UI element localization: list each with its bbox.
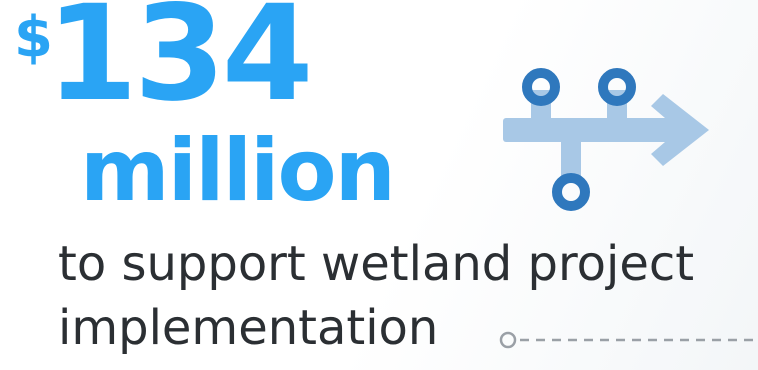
dashed-connector xyxy=(492,326,758,356)
headline-amount: 134 xyxy=(46,0,314,131)
node-ring-right xyxy=(598,68,636,106)
connector-circle-icon xyxy=(499,331,517,349)
node-ring-left xyxy=(522,68,560,106)
node-ring-bottom xyxy=(552,173,590,211)
headline-stat: $ 134 million xyxy=(8,0,428,230)
description-line-1: to support wetland project xyxy=(58,236,695,292)
description-line-2: implementation xyxy=(58,300,439,356)
headline-unit: million xyxy=(80,121,396,221)
currency-symbol: $ xyxy=(14,5,53,70)
description-text: to support wetland project implementatio… xyxy=(58,232,758,360)
merge-arrow-icon xyxy=(495,68,720,228)
merge-arrow-icon-graphic xyxy=(503,68,709,211)
node-rings xyxy=(522,68,636,211)
